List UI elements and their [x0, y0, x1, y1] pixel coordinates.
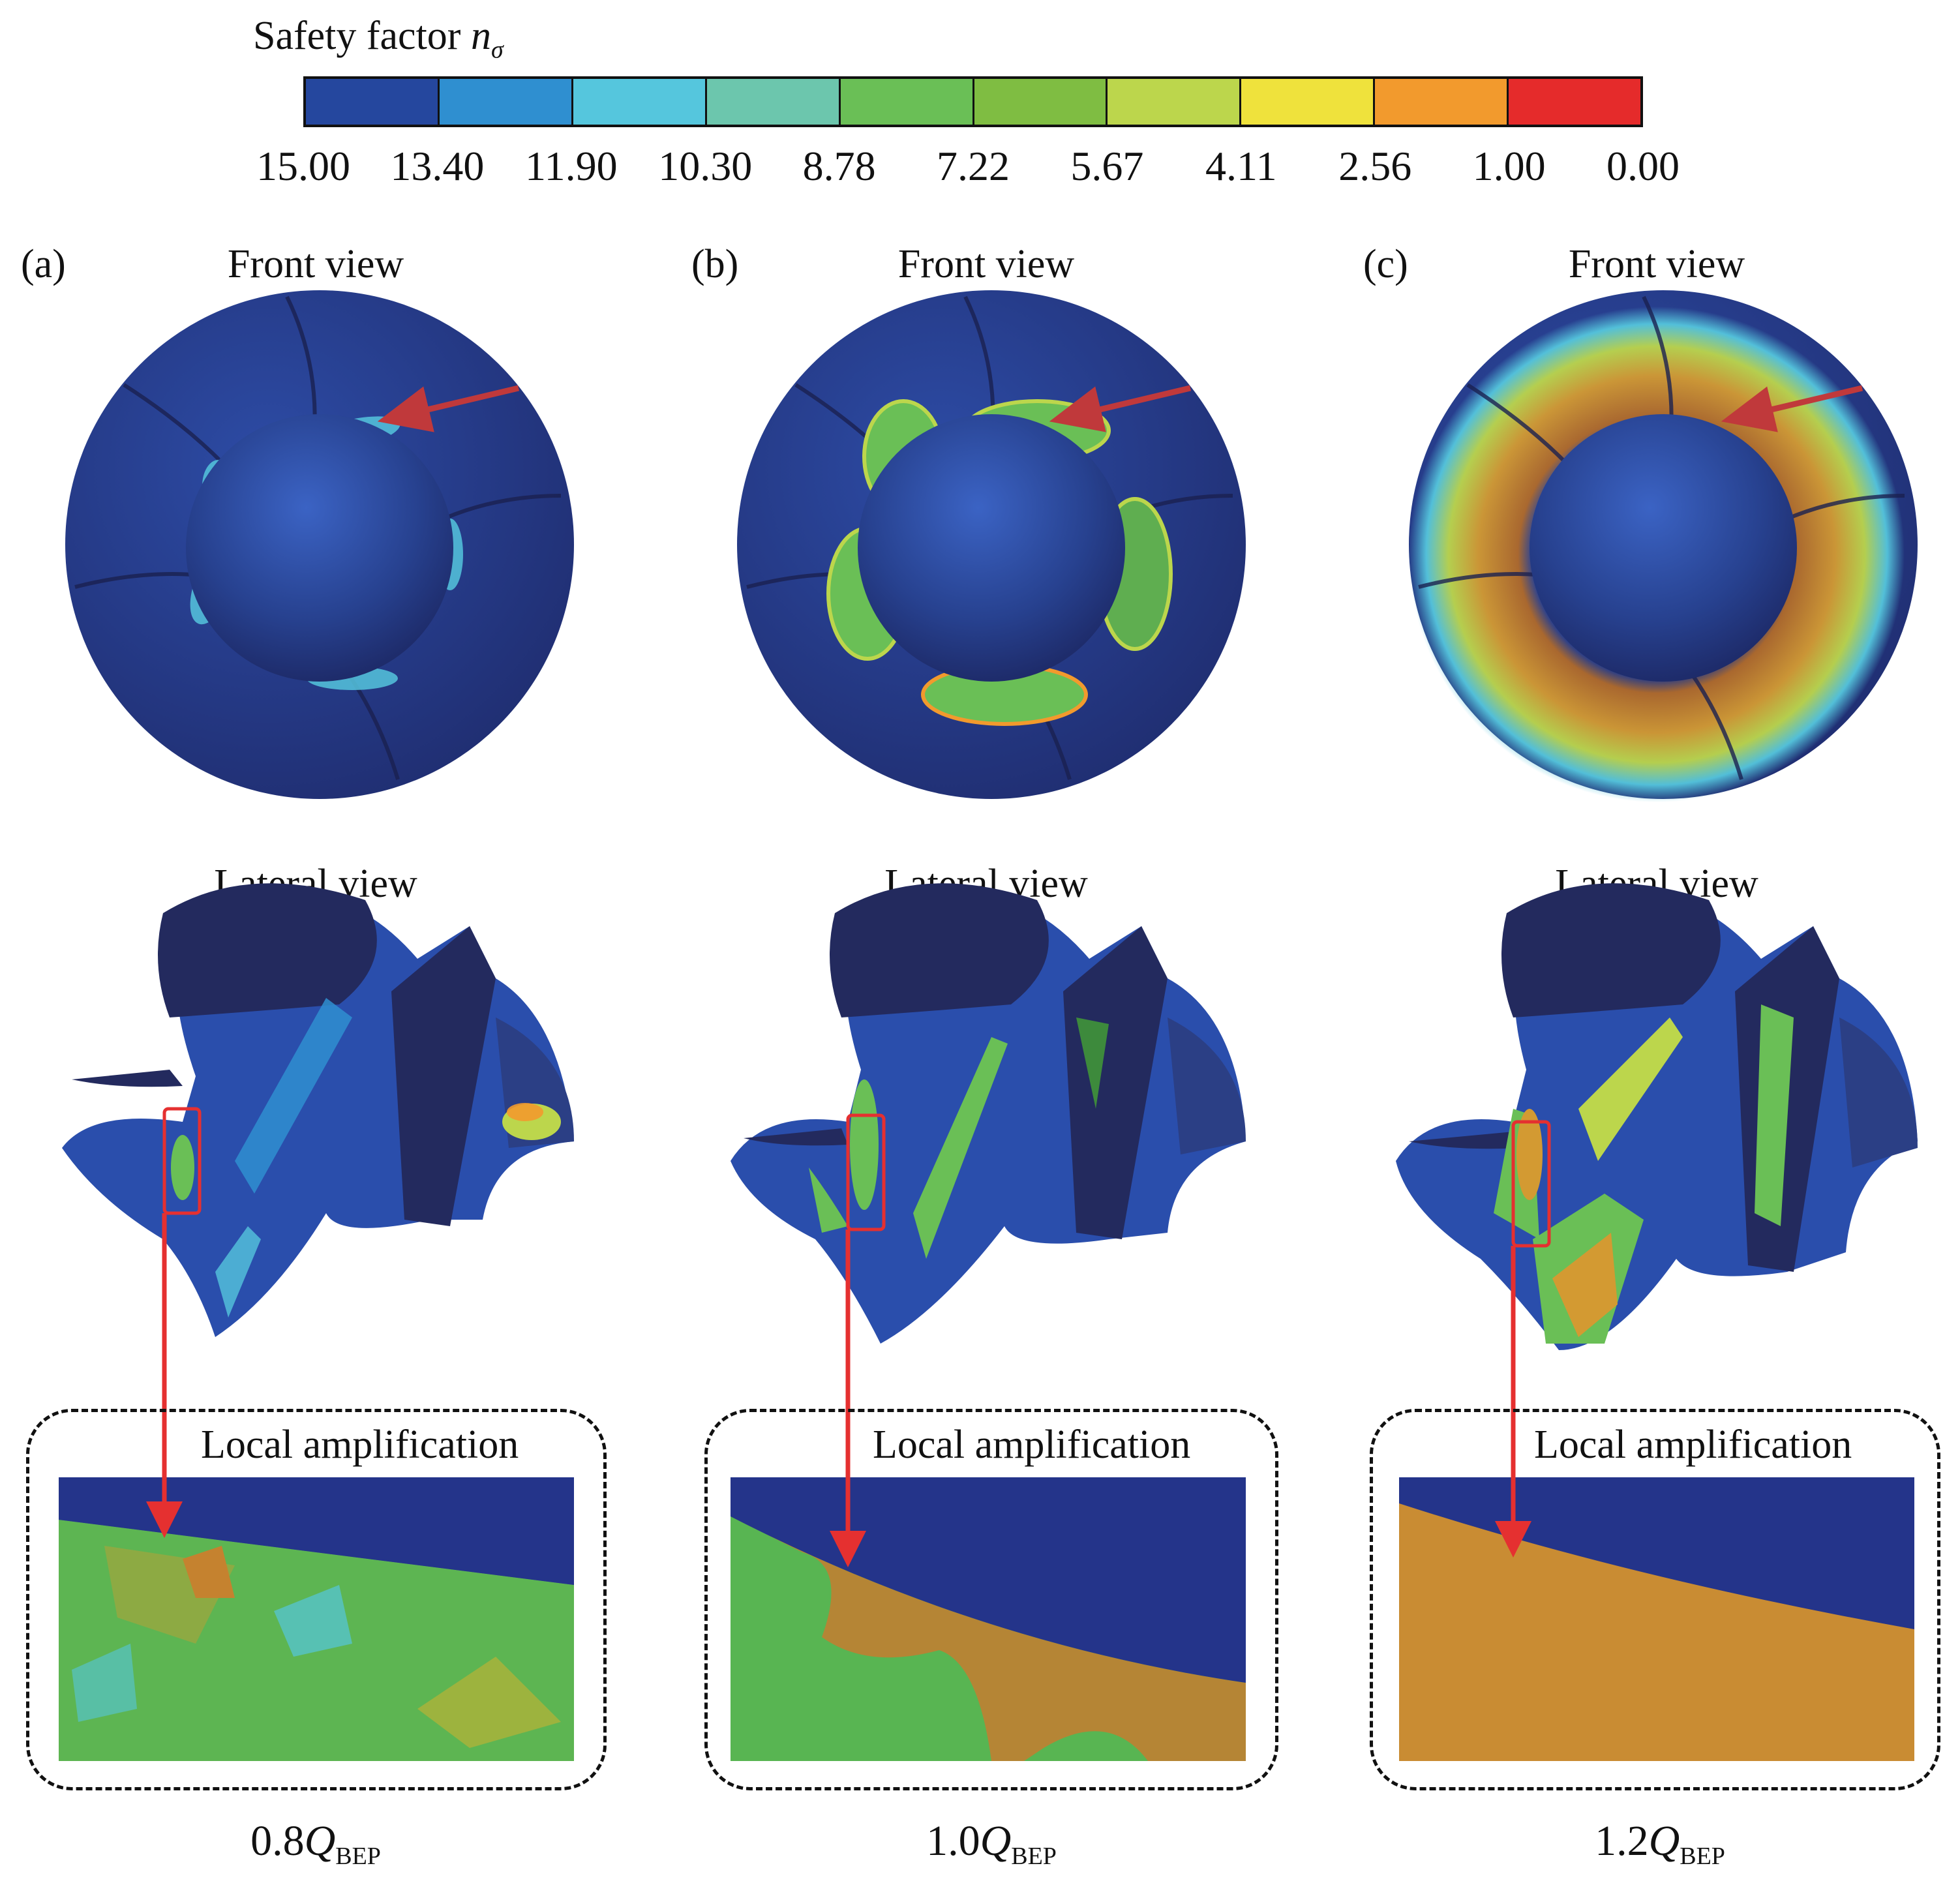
flow-q-c: Q	[1648, 1817, 1680, 1865]
colorbar-tick-label: 1.00	[1472, 143, 1546, 189]
colorbar-tick-label: 2.56	[1338, 143, 1412, 189]
colorbar-tick-label: 15.00	[256, 143, 350, 189]
flow-label-b: 1.0QBEP	[926, 1816, 1057, 1871]
colorbar	[303, 76, 1643, 127]
colorbar-tick-label: 10.30	[658, 143, 753, 189]
flow-prefix-b: 1.0	[926, 1817, 980, 1865]
colorbar-tick-label: 0.00	[1606, 143, 1680, 189]
legend-title-text: Safety factor	[253, 14, 471, 58]
colorbar-segment	[840, 79, 974, 125]
colorbar-segment	[306, 79, 440, 125]
highlight-box-a	[162, 1107, 202, 1215]
flow-sub-b: BEP	[1011, 1843, 1057, 1871]
legend-title: Safety factor nσ	[253, 13, 504, 64]
front-view-title-a: Front view	[227, 242, 404, 286]
flow-label-c: 1.2QBEP	[1595, 1816, 1725, 1871]
colorbar-tick-label: 5.67	[1070, 143, 1144, 189]
lateral-view-b	[731, 883, 1246, 1344]
flow-sub-c: BEP	[1680, 1843, 1725, 1871]
zoom-view-c	[1399, 1477, 1914, 1761]
hub-c	[1530, 414, 1797, 682]
local-amplification-box-a	[26, 1409, 607, 1790]
lateral-view-a	[62, 883, 574, 1337]
colorbar-tick-label: 7.22	[937, 143, 1010, 189]
colorbar-segment	[573, 79, 707, 125]
front-view-a	[65, 290, 574, 799]
legend-symbol: n	[470, 14, 491, 58]
hub-b	[858, 414, 1125, 682]
highlight-box-c	[1511, 1120, 1551, 1248]
front-view-title-c: Front view	[1568, 242, 1745, 286]
zoom-view-a	[59, 1477, 574, 1761]
highlight-box-b	[846, 1113, 886, 1231]
flow-prefix-c: 1.2	[1595, 1817, 1649, 1865]
flow-label-a: 0.8QBEP	[250, 1816, 381, 1871]
arrow-b	[1049, 385, 1192, 432]
colorbar-segment	[706, 79, 841, 125]
panel-letter-a: (a)	[21, 242, 66, 286]
colorbar-segment	[1375, 79, 1509, 125]
colorbar-segment	[439, 79, 573, 125]
colorbar-segment	[1108, 79, 1242, 125]
colorbar-segment	[1241, 79, 1376, 125]
amp-label-c: Local amplification	[1534, 1423, 1852, 1467]
zoom-view-b	[731, 1477, 1246, 1761]
colorbar-tick-label: 11.90	[524, 143, 618, 189]
panel-letter-c: (c)	[1363, 242, 1408, 286]
local-amplification-box-c	[1370, 1409, 1940, 1790]
lateral-view-c	[1396, 883, 1918, 1350]
hub-a	[186, 414, 453, 682]
colorbar-tick-label: 4.11	[1205, 143, 1277, 189]
colorbar-tick-label: 8.78	[802, 143, 876, 189]
front-view-title-b: Front view	[897, 242, 1075, 286]
arrow-c	[1721, 385, 1863, 432]
flow-q-a: Q	[304, 1817, 336, 1865]
local-amplification-box-b	[704, 1409, 1278, 1790]
amp-label-b: Local amplification	[873, 1423, 1191, 1467]
colorbar-tick-label: 13.40	[390, 143, 485, 189]
amp-label-a: Local amplification	[201, 1423, 519, 1467]
colorbar-segment	[1509, 79, 1641, 125]
flow-q-b: Q	[980, 1817, 1012, 1865]
legend-symbol-sub: σ	[490, 36, 504, 64]
front-view-c	[1409, 290, 1918, 802]
colorbar-segment	[974, 79, 1108, 125]
flow-sub-a: BEP	[335, 1843, 381, 1871]
panel-letter-b: (b)	[691, 242, 739, 286]
front-view-b	[737, 290, 1246, 799]
arrow-a	[377, 385, 520, 432]
flow-prefix-a: 0.8	[250, 1817, 305, 1865]
